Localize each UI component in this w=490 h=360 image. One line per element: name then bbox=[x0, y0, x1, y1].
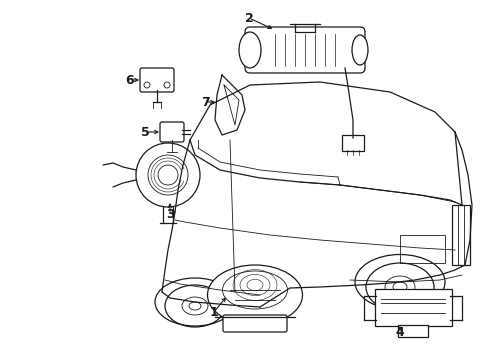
Text: 3: 3 bbox=[166, 208, 174, 221]
Text: 4: 4 bbox=[395, 327, 404, 339]
Text: 7: 7 bbox=[200, 95, 209, 108]
Text: 5: 5 bbox=[141, 126, 149, 139]
Bar bbox=[452, 205, 470, 265]
Ellipse shape bbox=[352, 35, 368, 65]
Ellipse shape bbox=[239, 32, 261, 68]
Bar bbox=[400, 235, 445, 263]
FancyBboxPatch shape bbox=[140, 68, 174, 92]
FancyBboxPatch shape bbox=[342, 135, 364, 151]
Text: 1: 1 bbox=[210, 306, 219, 319]
Text: 2: 2 bbox=[245, 12, 253, 24]
FancyBboxPatch shape bbox=[223, 315, 287, 332]
Text: 6: 6 bbox=[126, 73, 134, 86]
Bar bbox=[398, 325, 428, 337]
FancyBboxPatch shape bbox=[375, 289, 452, 326]
FancyBboxPatch shape bbox=[245, 27, 365, 73]
Ellipse shape bbox=[207, 265, 302, 325]
FancyBboxPatch shape bbox=[160, 122, 184, 142]
